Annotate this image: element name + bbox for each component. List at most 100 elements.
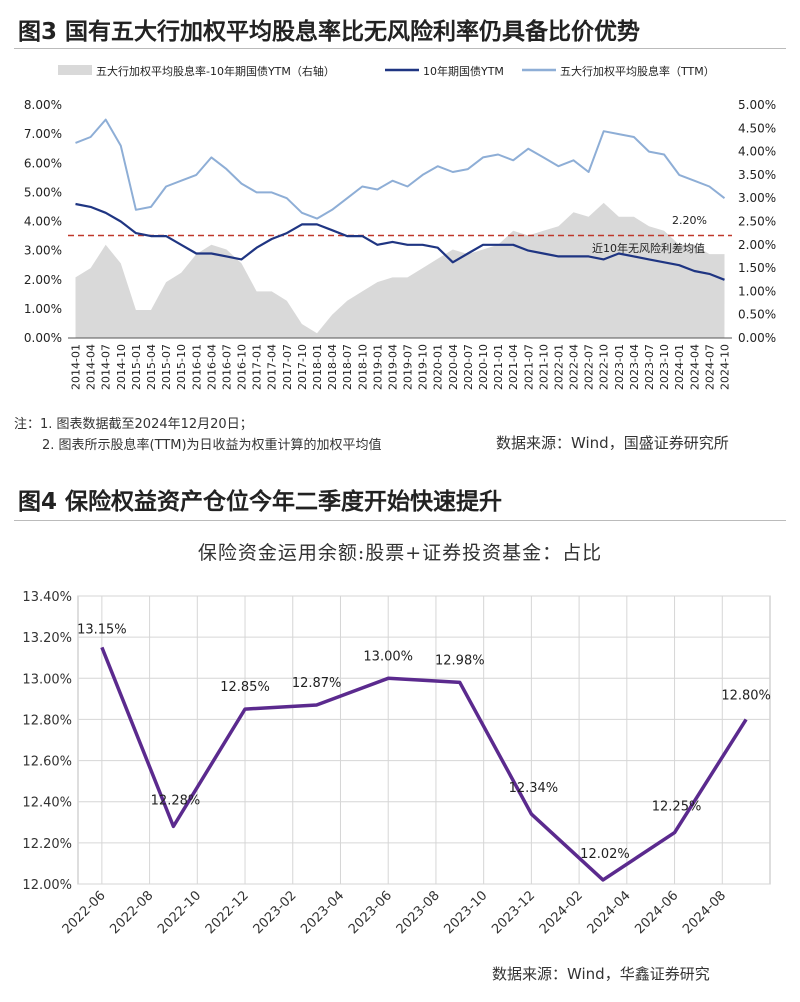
x-axis-tick-label: 2020-01 xyxy=(432,344,445,390)
x-axis-tick-label: 2018-04 xyxy=(326,344,339,390)
x-axis-tick-label: 2023-01 xyxy=(613,344,626,390)
left-axis-tick-label: 1.00% xyxy=(24,302,62,316)
x-axis-tick-label: 2020-10 xyxy=(477,344,490,390)
y-axis-tick-label: 13.20% xyxy=(22,631,72,646)
x-axis-tick-label: 2023-08 xyxy=(394,888,443,937)
series-equity-allocation-line xyxy=(100,646,748,882)
left-axis-tick-label: 6.00% xyxy=(24,156,62,170)
left-axis-tick-label: 3.00% xyxy=(24,244,62,258)
right-axis-tick-label: 0.00% xyxy=(738,331,776,345)
left-axis-tick-label: 5.00% xyxy=(24,185,62,199)
right-axis-tick-label: 5.00% xyxy=(738,98,776,112)
right-axis-tick-label: 0.50% xyxy=(738,308,776,322)
figure4-chart-title: 保险资金运用余额:股票+证券投资基金：占比 xyxy=(198,542,602,564)
data-label: 12.34% xyxy=(509,781,559,796)
annotation-value: 2.20% xyxy=(672,214,707,227)
figure4-source: 数据来源：Wind，华鑫证券研究 xyxy=(492,965,710,983)
x-axis-tick-label: 2023-12 xyxy=(489,888,538,937)
plot-frame xyxy=(77,595,771,885)
right-axis-tick-label: 4.00% xyxy=(738,145,776,159)
x-axis-tick-label: 2017-01 xyxy=(251,344,264,390)
right-axis-tick-label: 1.00% xyxy=(738,284,776,298)
x-axis-tick-label: 2019-07 xyxy=(402,344,415,390)
right-axis-tick-label: 3.00% xyxy=(738,191,776,205)
x-axis-tick-label: 2018-07 xyxy=(341,344,354,390)
x-axis-tick-label: 2016-10 xyxy=(236,344,249,390)
y-axis-tick-label: 12.00% xyxy=(22,878,72,893)
left-axis-tick-label: 8.00% xyxy=(24,98,62,112)
y-axis-tick-label: 12.40% xyxy=(22,796,72,811)
x-axis-tick-label: 2014-07 xyxy=(100,344,113,390)
x-axis-tick-label: 2018-01 xyxy=(311,344,324,390)
figure3-plot-area: 0.00% 1.00% 2.00% 3.00% 4.00% 5.00% 6.00% 7.00%… xyxy=(24,98,776,390)
right-axis-tick-label: 2.50% xyxy=(738,215,776,229)
x-axis-tick-label: 2022-06 xyxy=(60,888,109,937)
figure3-rule xyxy=(14,48,786,49)
figure4-rule xyxy=(14,520,786,521)
x-axis-tick-label: 2021-04 xyxy=(507,344,520,390)
x-axis-tick-label: 2022-12 xyxy=(203,888,252,937)
x-axis-tick-label: 2016-07 xyxy=(220,344,233,390)
x-axis-tick-label: 2021-10 xyxy=(537,344,550,390)
legend-label-ytm: 10年期国债YTM xyxy=(423,64,504,78)
x-axis-tick-label: 2020-07 xyxy=(462,344,475,390)
legend-label-dividend: 五大行加权平均股息率（TTM） xyxy=(560,64,715,78)
x-axis-tick-label: 2017-07 xyxy=(281,344,294,390)
x-axis-tick-label: 2024-10 xyxy=(718,344,731,390)
x-axis-tick-label: 2014-10 xyxy=(115,344,128,390)
x-axis-tick-label: 2017-04 xyxy=(266,344,279,390)
figure4-chart: 保险资金运用余额:股票+证券投资基金：占比 12.00% 12.20% 12.40%… xyxy=(22,542,771,937)
x-axis-tick-label: 2015-10 xyxy=(175,344,188,390)
series-dividend-line xyxy=(75,118,726,220)
x-axis-tick-label: 2022-01 xyxy=(552,344,565,390)
x-axis-tick-label: 2022-08 xyxy=(107,888,156,937)
x-axis-tick-label: 2022-07 xyxy=(583,344,596,390)
x-axis-tick-label: 2023-10 xyxy=(441,888,490,937)
x-axis-tick-label: 2023-04 xyxy=(298,888,347,937)
data-label: 12.80% xyxy=(721,688,771,703)
annotation-label: 近10年无风险利差均值 xyxy=(592,241,705,255)
x-axis-tick-label: 2024-02 xyxy=(537,888,586,937)
y-axis-tick-label: 12.80% xyxy=(22,713,72,728)
right-axis-tick-label: 2.00% xyxy=(738,238,776,252)
series-spread-area xyxy=(75,202,725,338)
x-axis-tick-label: 2022-10 xyxy=(155,888,204,937)
figure4-plot-area: 12.00% 12.20% 12.40% 12.60% 12.80% 13.00% 13.2… xyxy=(22,590,771,937)
legend-swatch-spread xyxy=(58,65,92,75)
data-label: 12.28% xyxy=(151,793,201,808)
x-axis-tick-label: 2024-07 xyxy=(703,344,716,390)
x-axis-tick-label: 2014-01 xyxy=(70,344,83,390)
x-axis-tick-label: 2024-08 xyxy=(680,888,729,937)
y-axis-tick-label: 12.20% xyxy=(22,837,72,852)
x-axis-tick-label: 2023-10 xyxy=(658,344,671,390)
right-axis-tick-label: 1.50% xyxy=(738,261,776,275)
x-axis-tick-label: 2015-04 xyxy=(145,344,158,390)
x-axis-tick-label: 2021-01 xyxy=(492,344,505,390)
x-axis-tick-label: 2022-10 xyxy=(598,344,611,390)
figure3-note-2: 2. 图表所示股息率(TTM)为日收益为权重计算的加权平均值 xyxy=(42,438,382,453)
right-axis-tick-label: 3.50% xyxy=(738,168,776,182)
x-axis-tick-label: 2015-01 xyxy=(130,344,143,390)
left-axis-tick-label: 2.00% xyxy=(24,273,62,287)
x-axis-tick-label: 2014-04 xyxy=(85,344,98,390)
x-axis-tick-label: 2024-04 xyxy=(585,888,634,937)
data-label: 12.85% xyxy=(220,680,270,695)
left-axis-tick-label: 7.00% xyxy=(24,127,62,141)
figure3-note-1: 注：1. 图表数据截至2024年12月20日； xyxy=(14,417,253,432)
left-axis-tick-label: 4.00% xyxy=(24,215,62,229)
x-axis-tick-label: 2023-07 xyxy=(643,344,656,390)
left-axis-tick-label: 0.00% xyxy=(24,331,62,345)
figure3-legend: 五大行加权平均股息率-10年期国债YTM（右轴） 10年期国债YTM 五大行加权… xyxy=(58,64,715,78)
figure3-chart: 五大行加权平均股息率-10年期国债YTM（右轴） 10年期国债YTM 五大行加权… xyxy=(24,64,776,390)
data-label: 13.00% xyxy=(363,649,413,664)
x-axis-tick-label: 2019-01 xyxy=(371,344,384,390)
x-axis-tick-label: 2022-04 xyxy=(568,344,581,390)
x-axis-tick-label: 2019-10 xyxy=(417,344,430,390)
data-label: 13.15% xyxy=(77,622,127,637)
y-axis-tick-label: 13.40% xyxy=(22,590,72,605)
x-axis-tick-label: 2016-01 xyxy=(190,344,203,390)
x-axis-tick-label: 2023-04 xyxy=(628,344,641,390)
data-label: 12.02% xyxy=(580,847,630,862)
x-axis-tick-label: 2017-10 xyxy=(296,344,309,390)
y-axis-tick-label: 13.00% xyxy=(22,672,72,687)
